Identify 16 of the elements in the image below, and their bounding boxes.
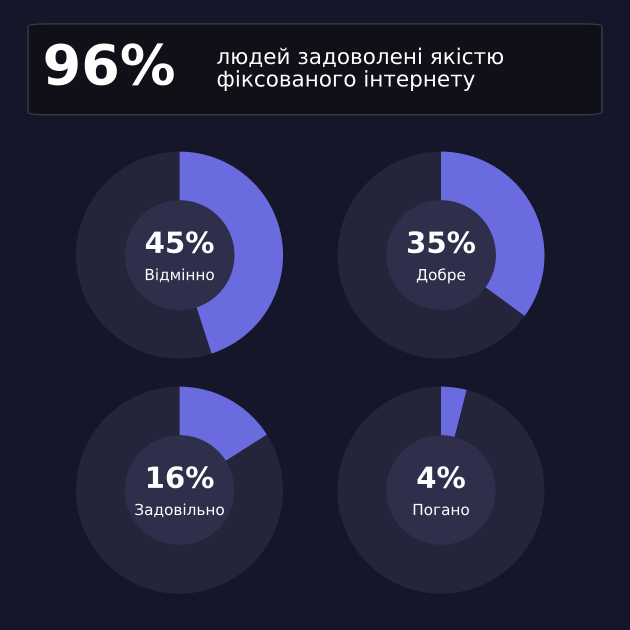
data-label: 4%	[418, 466, 465, 488]
data-label: 35%	[408, 231, 475, 254]
donut-slice	[338, 152, 525, 359]
data-label: 16%	[148, 466, 214, 488]
text: Задовільно	[135, 503, 224, 518]
text: Погано	[414, 504, 469, 516]
donut-slice	[338, 386, 544, 594]
donut-slice	[76, 386, 284, 594]
donut-slice	[76, 152, 212, 359]
data-label: 45%	[146, 231, 214, 254]
text: людей задоволені якістю фіксованого інтернету	[217, 48, 504, 91]
donut-slice	[441, 386, 467, 438]
text: Добре	[416, 268, 466, 284]
donut-slice	[180, 386, 267, 461]
text: 96%	[45, 43, 174, 86]
text: Відмінно	[146, 268, 214, 282]
